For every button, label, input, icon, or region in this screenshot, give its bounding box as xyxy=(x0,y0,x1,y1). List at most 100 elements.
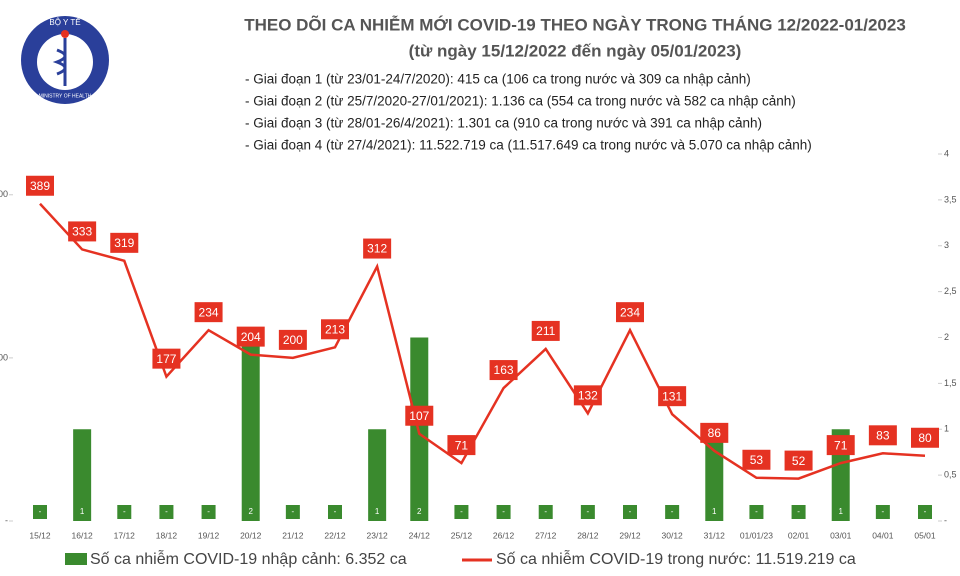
x-tick-label: 16/12 xyxy=(72,530,94,540)
x-tick-label: 23/12 xyxy=(367,530,389,540)
value-label: 107 xyxy=(409,409,429,423)
x-tick-label: 27/12 xyxy=(535,530,557,540)
value-label-bg xyxy=(742,449,771,470)
value-label-bg xyxy=(573,385,602,406)
value-label: 213 xyxy=(325,322,345,336)
logo-star xyxy=(61,30,69,38)
value-label: 319 xyxy=(114,236,134,250)
x-tick-label: 21/12 xyxy=(282,530,304,540)
value-label: - xyxy=(207,507,210,516)
value-label: 2 xyxy=(248,507,253,516)
value-label: 389 xyxy=(30,179,50,193)
note: - Giai đoạn 2 (từ 25/7/2020-27/01/2021):… xyxy=(245,94,796,109)
value-label: 86 xyxy=(708,426,722,440)
value-label-bg xyxy=(700,422,729,443)
value-label: 234 xyxy=(199,305,219,319)
x-tick-label: 29/12 xyxy=(619,530,641,540)
value-label-bg xyxy=(370,505,385,519)
y2-tick-label: 4 xyxy=(944,148,949,158)
value-label: - xyxy=(882,507,885,516)
value-label-bg xyxy=(68,221,97,242)
value-label: 132 xyxy=(578,389,598,403)
y-tick-label: 200 xyxy=(0,352,8,362)
value-label: - xyxy=(292,507,295,516)
value-label: 200 xyxy=(283,333,303,347)
value-label-bg xyxy=(110,232,139,253)
x-tick-label: 25/12 xyxy=(451,530,473,540)
value-label-bg xyxy=(665,505,680,519)
value-label-bg xyxy=(538,505,553,519)
value-label: - xyxy=(671,507,674,516)
x-tick-label: 22/12 xyxy=(324,530,346,540)
value-label: - xyxy=(39,507,42,516)
logo-symbol xyxy=(52,38,67,86)
x-tick-label: 20/12 xyxy=(240,530,262,540)
logo-bottom: MINISTRY OF HEALTH xyxy=(39,93,92,99)
x-tick-label: 28/12 xyxy=(577,530,599,540)
value-label: 71 xyxy=(455,438,469,452)
value-label: 1 xyxy=(80,507,85,516)
bar xyxy=(73,429,92,521)
value-label-bg xyxy=(918,505,932,519)
value-label-bg xyxy=(159,505,174,519)
value-label-bg xyxy=(152,348,181,369)
value-label: 131 xyxy=(662,389,682,403)
value-label: 177 xyxy=(156,352,176,366)
value-label-bg xyxy=(875,505,890,519)
value-label-bg xyxy=(285,505,300,519)
logo: BỘ Y TẾ MINISTRY OF HEALTH xyxy=(21,16,109,104)
value-label: 71 xyxy=(834,438,848,452)
value-label: - xyxy=(123,507,126,516)
value-label: 2 xyxy=(417,507,422,516)
value-label-bg xyxy=(658,386,687,407)
value-label: - xyxy=(587,507,590,516)
value-label-bg xyxy=(616,302,644,323)
value-label-bg xyxy=(447,435,476,456)
value-label-bg xyxy=(117,505,132,519)
value-label: - xyxy=(924,507,927,516)
x-tick-label: 19/12 xyxy=(198,530,220,540)
y-tick-label: - xyxy=(5,515,8,525)
y2-tick-label: 3 xyxy=(944,240,949,250)
value-label-bg xyxy=(826,435,855,456)
value-label: 80 xyxy=(918,431,932,445)
x-tick-label: 31/12 xyxy=(704,530,726,540)
value-label: - xyxy=(544,507,547,516)
note: - Giai đoạn 1 (từ 23/01-24/7/2020): 415 … xyxy=(245,72,751,87)
value-label-bg xyxy=(405,405,434,426)
note: - Giai đoạn 3 (từ 28/01-26/4/2021): 1.30… xyxy=(245,116,762,131)
bar xyxy=(705,429,724,521)
value-label: - xyxy=(460,507,463,516)
value-label: 234 xyxy=(620,305,640,319)
value-label: 204 xyxy=(241,330,261,344)
logo-top: BỘ Y TẾ xyxy=(49,17,80,27)
note: - Giai đoạn 4 (từ 27/4/2021): 11.522.719… xyxy=(245,138,812,153)
value-label-bg xyxy=(489,360,518,381)
y2-tick-label: 2,5 xyxy=(944,286,957,296)
y-tick-label: 400 xyxy=(0,189,8,199)
legend-label: Số ca nhiễm COVID-19 nhập cảnh: 6.352 ca xyxy=(90,549,407,568)
value-label-bg xyxy=(749,505,764,519)
x-tick-label: 18/12 xyxy=(156,530,178,540)
value-label-bg xyxy=(328,505,342,519)
value-label-bg xyxy=(278,329,307,350)
y2-tick-label: - xyxy=(944,515,947,525)
value-label: 312 xyxy=(367,242,387,256)
value-label: - xyxy=(797,507,800,516)
y2-tick-label: 0,5 xyxy=(944,470,957,480)
value-label: - xyxy=(334,507,337,516)
value-label: 53 xyxy=(750,453,764,467)
chart-title: THEO DÕI CA NHIỄM MỚI COVID-19 THEO NGÀY… xyxy=(244,14,906,34)
x-tick-label: 02/01 xyxy=(788,530,810,540)
value-label-bg xyxy=(496,505,511,519)
value-label-bg xyxy=(911,427,939,448)
y2-tick-label: 1 xyxy=(944,424,949,434)
y2-tick-label: 3,5 xyxy=(944,194,957,204)
value-label: - xyxy=(165,507,168,516)
y2-tick-label: 1,5 xyxy=(944,378,957,388)
chart-subtitle: (từ ngày 15/12/2022 đến ngày 05/01/2023) xyxy=(409,41,742,60)
value-label-bg xyxy=(26,175,54,196)
line xyxy=(39,202,926,480)
value-label: 1 xyxy=(712,507,717,516)
